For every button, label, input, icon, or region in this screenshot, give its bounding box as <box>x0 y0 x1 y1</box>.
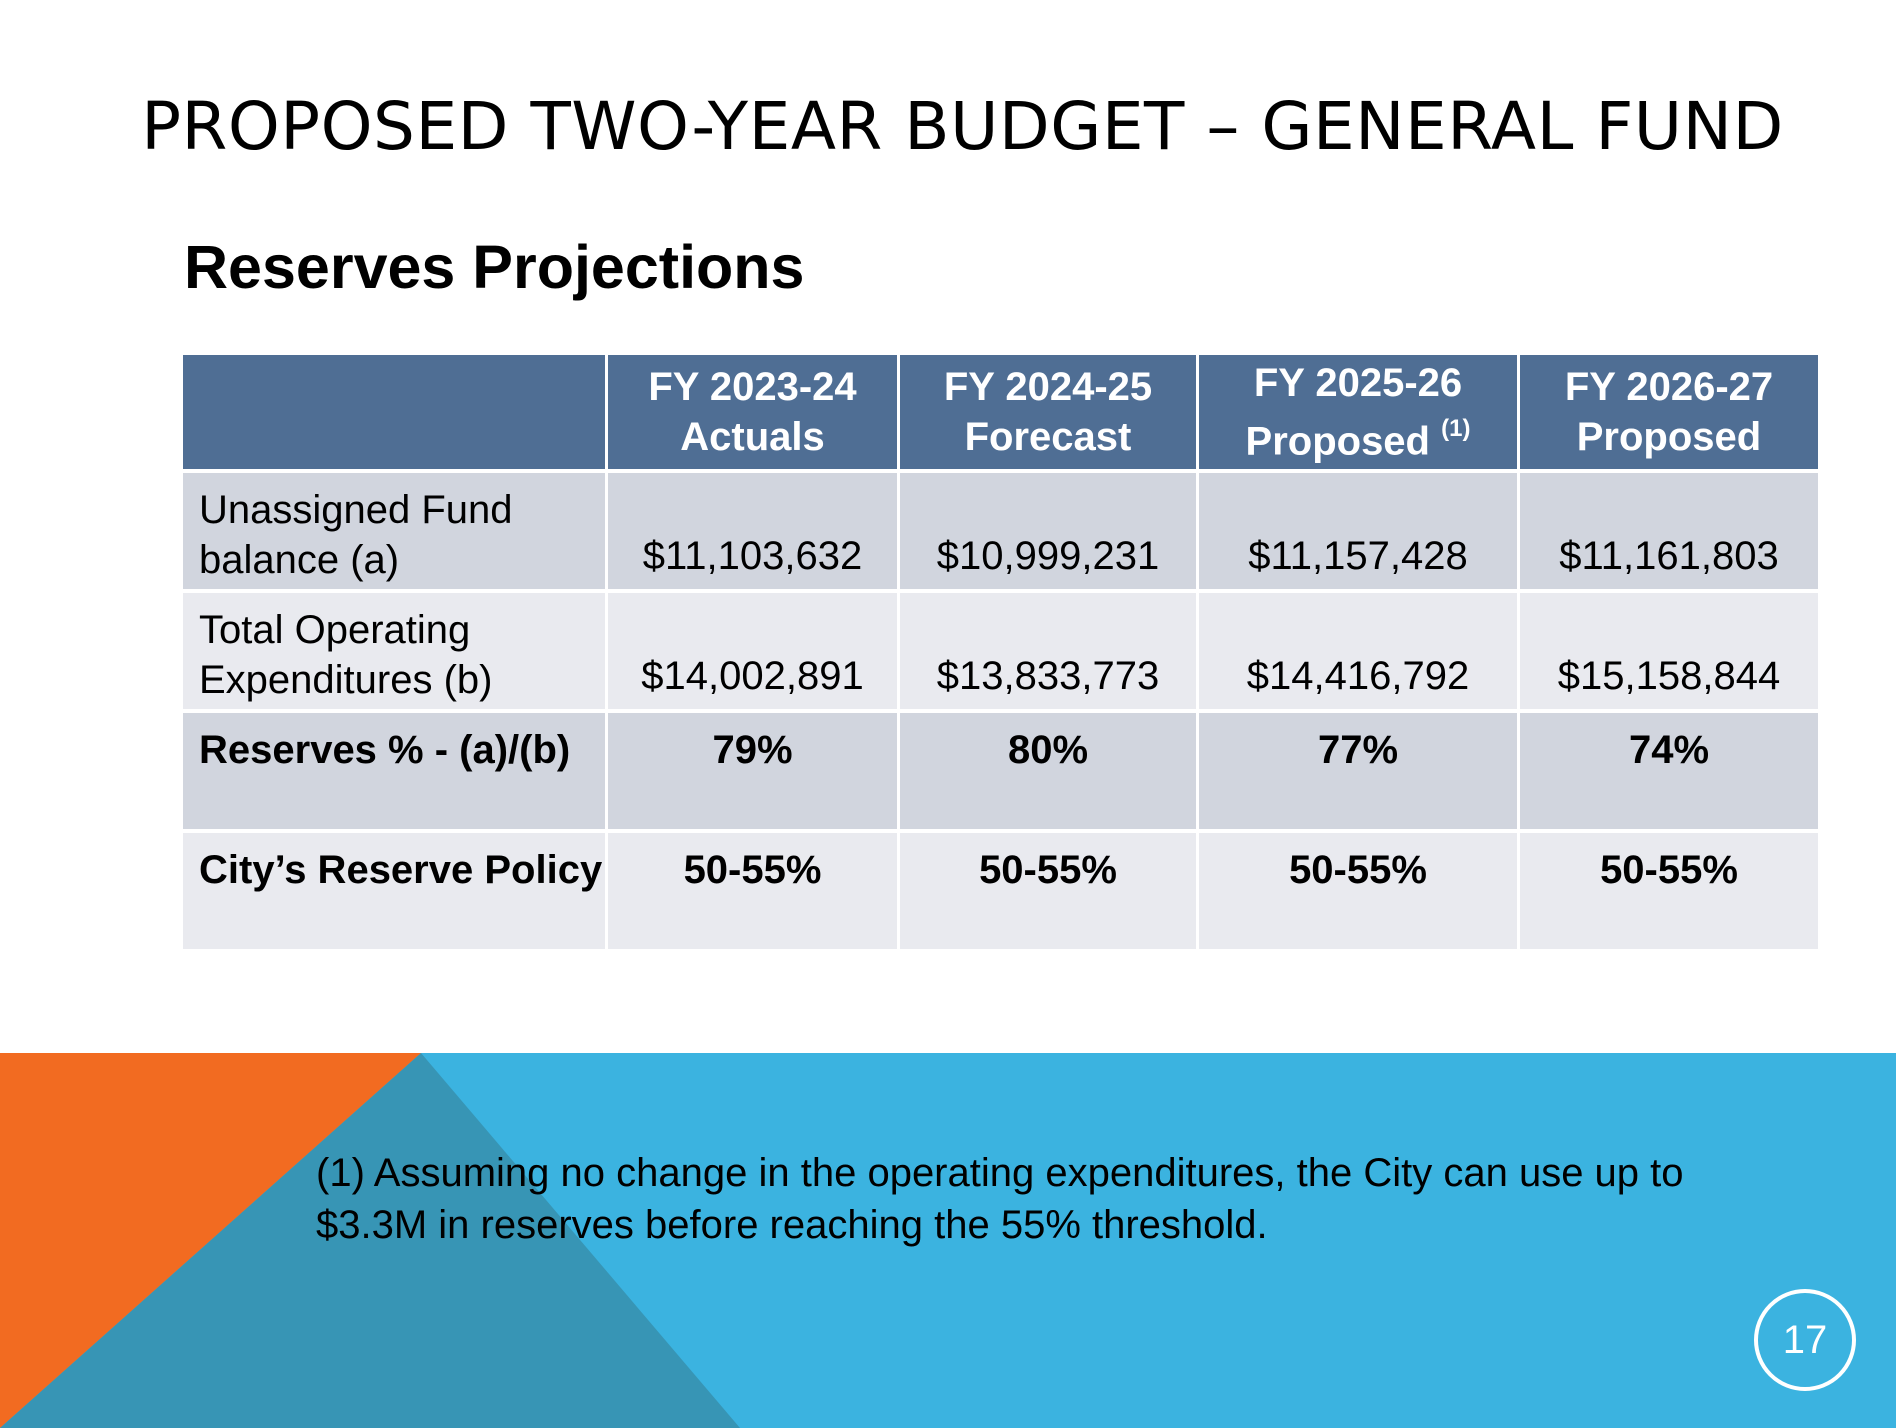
footer-band <box>0 1053 1896 1428</box>
table-cell: $14,002,891 <box>608 593 897 709</box>
table-row-reserves-percent: Reserves % - (a)/(b) 79% 80% 77% 74% <box>183 713 1818 829</box>
section-subtitle: Reserves Projections <box>184 233 805 301</box>
header-cell-empty <box>183 355 605 469</box>
slide-title: PROPOSED TWO-YEAR BUDGET – GENERAL FUND <box>141 88 1784 165</box>
table-cell: 77% <box>1199 713 1517 829</box>
header-cell-fy2026: FY 2026-27 Proposed <box>1520 355 1818 469</box>
table-cell: $15,158,844 <box>1520 593 1818 709</box>
header-year: FY 2025-26 <box>1253 360 1463 405</box>
teal-triangle <box>0 1053 740 1428</box>
table-cell: $11,103,632 <box>608 473 897 589</box>
row-label: Total Operating Expenditures (b) <box>183 593 605 709</box>
table-row-operating-expenditures: Total Operating Expenditures (b) $14,002… <box>183 593 1818 709</box>
header-status: Forecast <box>964 415 1132 459</box>
footnote-marker: (1) <box>1441 414 1471 442</box>
header-cell-fy2024: FY 2024-25 Forecast <box>900 355 1196 469</box>
table-cell: $14,416,792 <box>1199 593 1517 709</box>
table-cell: 50-55% <box>1520 833 1818 949</box>
row-label: City’s Reserve Policy <box>183 833 605 949</box>
footnote-text: (1) Assuming no change in the operating … <box>316 1151 1684 1247</box>
table-cell: 50-55% <box>608 833 897 949</box>
header-year: FY 2024-25 <box>943 365 1153 409</box>
table-cell: $11,161,803 <box>1520 473 1818 589</box>
header-cell-fy2023: FY 2023-24 Actuals <box>608 355 897 469</box>
page-number-badge: 17 <box>1754 1289 1856 1391</box>
header-status: Actuals <box>680 415 825 459</box>
row-label: Reserves % - (a)/(b) <box>183 713 605 829</box>
table-cell: $11,157,428 <box>1199 473 1517 589</box>
header-year: FY 2026-27 <box>1564 365 1774 409</box>
footer-decoration <box>0 1053 740 1428</box>
table-row-reserve-policy: City’s Reserve Policy 50-55% 50-55% 50-5… <box>183 833 1818 949</box>
table-cell: 79% <box>608 713 897 829</box>
table-cell: 74% <box>1520 713 1818 829</box>
page-number: 17 <box>1782 1317 1828 1362</box>
table-row-unassigned-fund: Unassigned Fund balance (a) $11,103,632 … <box>183 473 1818 589</box>
table-cell: 50-55% <box>1199 833 1517 949</box>
table-header-row: FY 2023-24 Actuals FY 2024-25 Forecast F… <box>183 355 1818 469</box>
reserves-table: FY 2023-24 Actuals FY 2024-25 Forecast F… <box>180 351 1821 953</box>
row-label: Unassigned Fund balance (a) <box>183 473 605 589</box>
header-year: FY 2023-24 <box>648 365 857 409</box>
table-cell: 80% <box>900 713 1196 829</box>
header-status: Proposed <box>1245 419 1430 464</box>
header-cell-fy2025: FY 2025-26 Proposed (1) <box>1199 355 1517 469</box>
header-status: Proposed <box>1576 415 1762 459</box>
table-cell: 50-55% <box>900 833 1196 949</box>
table-cell: $13,833,773 <box>900 593 1196 709</box>
table-cell: $10,999,231 <box>900 473 1196 589</box>
